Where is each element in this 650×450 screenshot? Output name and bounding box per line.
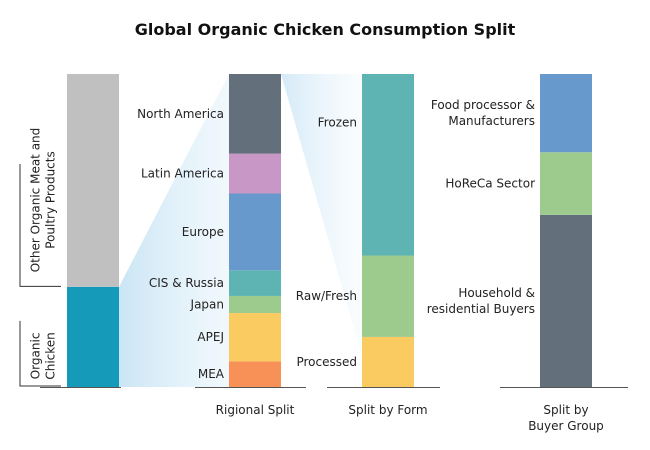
funnel-organic-to-regional [119, 74, 229, 387]
bar-segment-form-processed [362, 336, 414, 387]
bar-segment-regional-europe [229, 193, 281, 271]
label-regional-europe: Europe [182, 225, 224, 239]
label-regional-north-america: North America [137, 107, 224, 121]
bar-segment-total-other-organic-meat-and-poultry-products [67, 74, 119, 287]
label-total-organic-chicken: OrganicChicken [29, 332, 58, 379]
segment-labels: MEA APEJ Japan CIS & Russia Europe Latin Amer… [19, 98, 535, 387]
label-total-other-products: Other Organic Meat andPoultry Products [29, 128, 58, 273]
label-form-frozen: Frozen [318, 116, 357, 130]
label-regional-apej: APEJ [197, 330, 224, 344]
bracket-organic-chicken [19, 320, 61, 387]
xlabel-form: Split by Form [348, 403, 427, 417]
funnel-connectors [119, 74, 362, 387]
label-regional-mea: MEA [198, 367, 225, 381]
bracket-other-products [19, 164, 61, 287]
label-buyer-horeca-sector: HoReCa Sector [445, 177, 535, 191]
label-regional-cis-and-russia: CIS & Russia [149, 276, 224, 290]
bar-segment-regional-apej [229, 313, 281, 362]
bar-segment-regional-japan [229, 295, 281, 314]
bar-segment-regional-latin-america [229, 153, 281, 194]
xlabel-buyer: Split by Buyer Group [528, 403, 604, 433]
bar-segment-buyer-household-and-residential-buyers [540, 214, 592, 387]
label-regional-latin-america: Latin America [141, 167, 224, 181]
label-regional-japan: Japan [190, 297, 224, 311]
label-form-raw-fresh: Raw/Fresh [296, 289, 357, 303]
label-form-processed: Processed [296, 355, 357, 369]
bar-segment-total-organic-chicken [67, 286, 119, 387]
funnel-regional-to-form [281, 74, 362, 357]
bar-segment-form-raw-fresh [362, 255, 414, 337]
baselines: Rigional Split Split by Form Split by Buyer… [40, 387, 628, 433]
bar-segment-buyer-food-processor-and-manufacturers [540, 74, 592, 153]
bar-segment-regional-mea [229, 361, 281, 387]
chart-title: Global Organic Chicken Consumption Split [135, 20, 516, 39]
bar-segment-regional-north-america [229, 74, 281, 154]
xlabel-regional: Rigional Split [216, 403, 295, 417]
bar-segment-regional-cis-and-russia [229, 270, 281, 296]
bar-segment-buyer-horeca-sector [540, 152, 592, 215]
label-buyer-food-processor-and-manufacturers: Food processor & Manufacturers [431, 98, 535, 128]
label-buyer-household-and-residential-buyers: Household & residential Buyers [427, 286, 535, 316]
bar-segment-form-frozen [362, 74, 414, 256]
stacked-bars [67, 74, 592, 387]
